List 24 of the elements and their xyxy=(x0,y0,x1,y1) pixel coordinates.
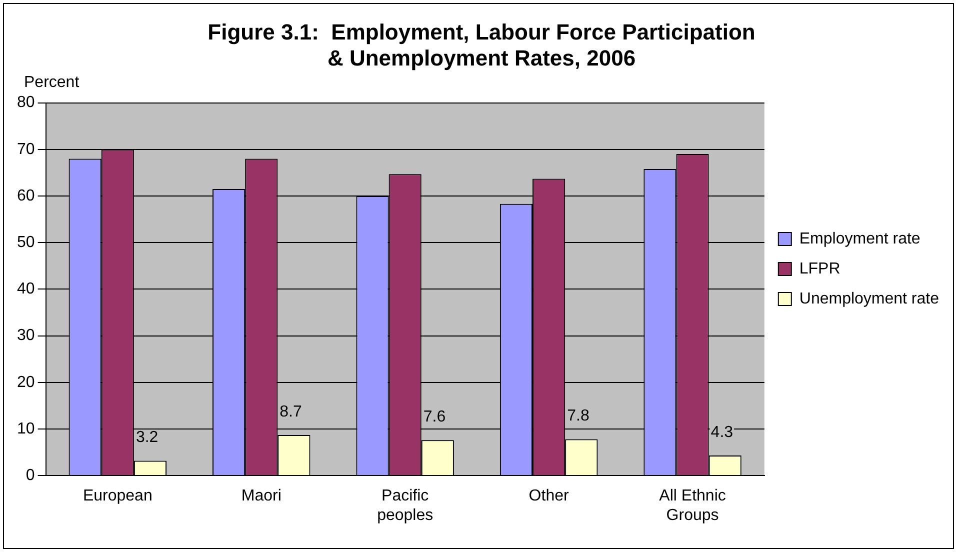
x-tick-label: Pacific peoples xyxy=(377,488,434,524)
chart-title: Figure 3.1: Employment, Labour Force Participation & Unemployment Rates, 2006 xyxy=(208,19,756,71)
y-tick-label: 40 xyxy=(17,280,35,298)
data-label: 4.3 xyxy=(710,424,734,441)
y-tick-label: 80 xyxy=(17,94,35,112)
y-tick-label: 10 xyxy=(17,420,35,438)
data-label: 7.6 xyxy=(423,408,446,426)
legend-label: LFPR xyxy=(799,260,840,278)
y-tick-label: 50 xyxy=(17,234,35,252)
y-axis-title: Percent xyxy=(24,74,80,92)
y-tick-label: 0 xyxy=(26,467,35,484)
x-tick-label: European xyxy=(82,488,152,505)
data-label: 8.7 xyxy=(280,403,302,420)
y-tick-label: 30 xyxy=(17,327,35,344)
data-label: 7.8 xyxy=(567,408,590,425)
x-tick-label: Other xyxy=(528,488,570,505)
y-tick-label: 60 xyxy=(17,187,35,204)
legend-label: Employment rate xyxy=(799,230,920,248)
x-tick-label: All Ethnic Groups xyxy=(659,488,726,524)
legend-label: Unemployment rate xyxy=(799,290,940,308)
data-label: 3.2 xyxy=(136,429,158,446)
x-tick-label: Maori xyxy=(241,488,282,505)
y-tick-label: 20 xyxy=(17,374,35,391)
y-tick-label: 70 xyxy=(17,140,35,158)
